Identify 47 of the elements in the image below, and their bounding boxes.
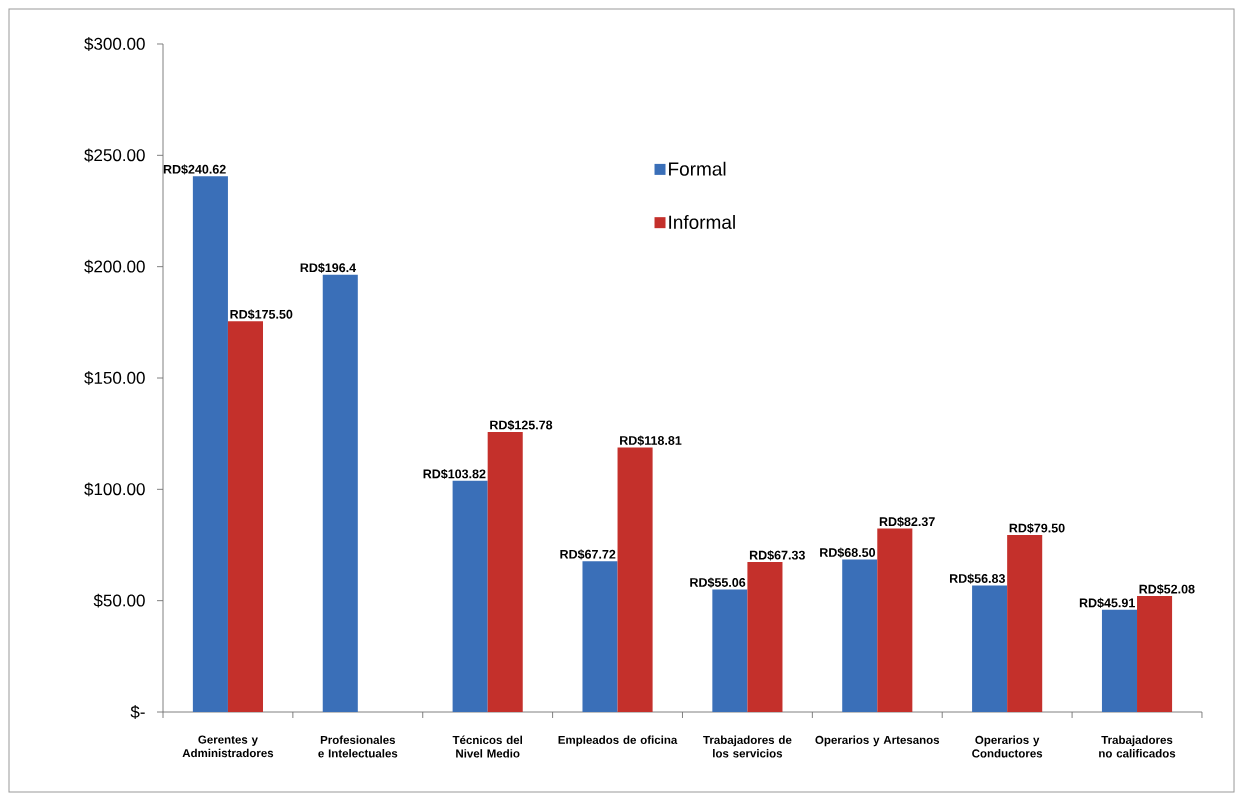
bar xyxy=(842,559,878,712)
y-tick-label: $100.00 xyxy=(84,482,145,497)
y-tick-label: $- xyxy=(130,705,145,719)
data-label: RD$52.08 xyxy=(1139,584,1195,595)
x-tick-label: Profesionales e Intelectuales xyxy=(318,735,398,758)
data-label: RD$118.81 xyxy=(620,435,682,446)
y-tick-label: $300.00 xyxy=(84,37,145,51)
data-label: RD$82.37 xyxy=(879,516,935,527)
y-tick-label: $200.00 xyxy=(84,259,145,274)
bar xyxy=(582,561,618,712)
x-tick-label: Trabajadores de los servicios xyxy=(703,735,792,758)
bar xyxy=(452,480,488,712)
bar xyxy=(192,176,228,712)
x-tick-label: Empleados de oficina xyxy=(558,735,678,747)
x-tick-label: Trabajadores no calificados xyxy=(1099,735,1176,758)
bar xyxy=(712,589,748,712)
legend-label: Formal xyxy=(669,161,726,176)
data-label: RD$45.91 xyxy=(1079,597,1135,609)
bar xyxy=(877,528,913,712)
bar xyxy=(972,585,1008,712)
y-tick-label: $50.00 xyxy=(93,593,145,608)
x-tick-label: Gerentes y Administradores xyxy=(182,735,274,758)
data-label: RD$175.50 xyxy=(230,309,293,320)
data-label: RD$196.4 xyxy=(300,262,357,273)
y-tick-label: $250.00 xyxy=(84,148,145,163)
bar xyxy=(227,321,264,712)
data-label: RD$240.62 xyxy=(163,164,226,175)
data-label: RD$125.78 xyxy=(490,420,553,431)
legend-label: Informal xyxy=(669,215,735,229)
data-label: RD$67.72 xyxy=(560,549,616,560)
bar xyxy=(322,274,358,712)
data-label: RD$67.33 xyxy=(749,550,805,561)
bar xyxy=(617,447,653,712)
data-label: RD$79.50 xyxy=(1009,523,1065,534)
x-tick-label: Operarios y Artesanos xyxy=(815,735,940,747)
x-tick-label: Operarios y Conductores xyxy=(972,735,1043,758)
bar xyxy=(1007,534,1043,712)
data-label: RD$56.83 xyxy=(949,573,1005,584)
bar xyxy=(1101,609,1138,712)
data-label: RD$103.82 xyxy=(423,468,486,480)
bar xyxy=(747,562,783,712)
x-tick-label: Técnicos del Nivel Medio xyxy=(452,735,523,758)
data-label: RD$55.06 xyxy=(690,577,746,588)
data-label: RD$68.50 xyxy=(820,547,876,558)
y-tick-label: $150.00 xyxy=(84,371,145,385)
bar xyxy=(487,431,523,712)
bar xyxy=(1137,596,1173,712)
